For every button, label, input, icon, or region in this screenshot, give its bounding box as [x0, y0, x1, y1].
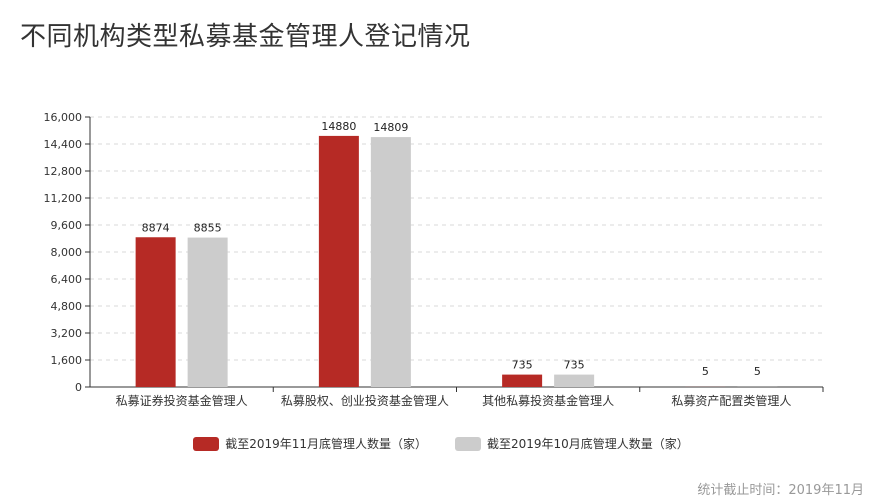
chart-title: 不同机构类型私募基金管理人登记情况 — [20, 22, 471, 52]
bar — [135, 237, 176, 387]
bar-chart: 0 1,600 3,200 4,800 6,400 8,000 9,600 11,200 12,… — [44, 111, 824, 408]
legend-swatch-oct — [455, 436, 481, 451]
data-label: 5 — [702, 365, 709, 378]
data-label: 8855 — [194, 222, 222, 235]
legend-item-oct[interactable]: 截至2019年10月底管理人数量（家） — [455, 435, 689, 452]
footnote: 统计截止时间：2019年11月 — [697, 483, 864, 498]
y-tick-label: 9,600 — [51, 219, 83, 232]
x-tick-label: 私募股权、创业投资基金管理人 — [281, 393, 449, 408]
bar — [502, 374, 543, 387]
bar — [187, 237, 228, 387]
legend-label-nov: 截至2019年11月底管理人数量（家） — [225, 437, 427, 451]
x-tick-label: 私募资产配置类管理人 — [671, 393, 791, 408]
y-tick-label: 12,800 — [44, 165, 83, 178]
data-label: 14809 — [373, 121, 408, 134]
legend-label-oct: 截至2019年10月底管理人数量（家） — [487, 437, 689, 451]
x-tick-label: 私募证券投资基金管理人 — [116, 393, 248, 408]
data-label: 735 — [512, 359, 533, 372]
y-tick-label: 4,800 — [51, 300, 83, 313]
data-label: 14880 — [321, 120, 356, 133]
y-tick-label: 0 — [75, 381, 82, 394]
legend-swatch-nov — [193, 436, 220, 451]
data-label: 8874 — [142, 221, 170, 234]
data-label: 5 — [754, 365, 761, 378]
y-tick-label: 1,600 — [51, 354, 83, 367]
bar — [318, 135, 359, 387]
y-tick-label: 16,000 — [44, 111, 83, 124]
y-tick-label: 3,200 — [51, 327, 83, 340]
y-tick-label: 8,000 — [51, 246, 83, 259]
data-label: 735 — [564, 359, 585, 372]
y-tick-label: 6,400 — [51, 273, 83, 286]
y-tick-label: 11,200 — [44, 192, 83, 205]
bar — [554, 374, 595, 387]
legend-item-nov[interactable]: 截至2019年11月底管理人数量（家） — [193, 435, 427, 452]
bar — [370, 137, 411, 387]
y-tick-label: 14,400 — [44, 138, 83, 151]
x-tick-label: 其他私募投资基金管理人 — [482, 393, 614, 408]
legend: 截至2019年11月底管理人数量（家） 截至2019年10月底管理人数量（家） — [0, 435, 882, 452]
